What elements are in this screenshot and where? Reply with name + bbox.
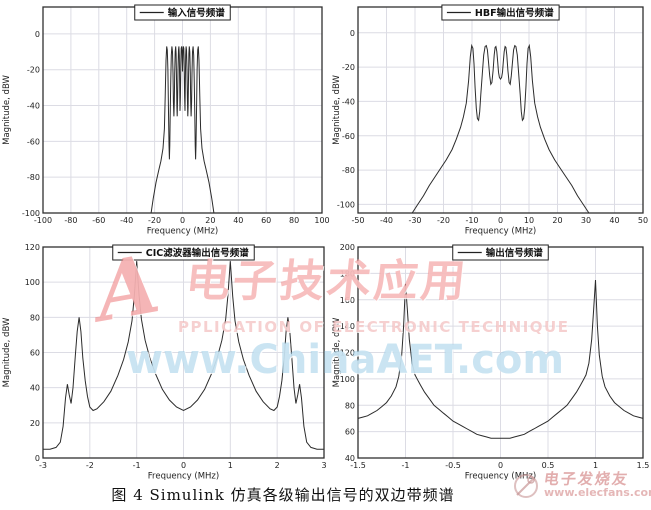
svg-text:-1: -1 bbox=[402, 461, 410, 470]
svg-text:Magnitude, dBW: Magnitude, dBW bbox=[332, 317, 342, 387]
svg-text:-0.5: -0.5 bbox=[445, 461, 461, 470]
svg-text:40: 40 bbox=[233, 216, 243, 225]
svg-text:-1: -1 bbox=[133, 461, 141, 470]
svg-text:30: 30 bbox=[581, 216, 591, 225]
svg-text:3: 3 bbox=[321, 461, 326, 470]
svg-text:-1.5: -1.5 bbox=[350, 461, 366, 470]
svg-text:80: 80 bbox=[30, 313, 40, 322]
svg-text:1: 1 bbox=[593, 461, 598, 470]
svg-text:40: 40 bbox=[345, 454, 355, 463]
svg-text:Frequency (MHz): Frequency (MHz) bbox=[465, 472, 536, 481]
svg-text:80: 80 bbox=[345, 401, 355, 410]
svg-text:20: 20 bbox=[552, 216, 562, 225]
svg-text:200: 200 bbox=[340, 243, 355, 252]
svg-text:60: 60 bbox=[30, 349, 40, 358]
svg-text:输出信号频谱: 输出信号频谱 bbox=[486, 247, 544, 259]
svg-text:-20: -20 bbox=[27, 66, 40, 75]
svg-text:60: 60 bbox=[261, 216, 271, 225]
svg-text:-60: -60 bbox=[342, 132, 355, 141]
svg-text:0: 0 bbox=[350, 29, 355, 38]
svg-text:40: 40 bbox=[30, 384, 40, 393]
svg-text:0: 0 bbox=[35, 30, 40, 39]
svg-text:-20: -20 bbox=[437, 216, 450, 225]
svg-text:-60: -60 bbox=[92, 216, 105, 225]
svg-text:HBF输出信号频谱: HBF输出信号频谱 bbox=[475, 7, 554, 19]
subplot-input-signal-spectrum: -100 -80 -60 -40 -20 0 20 40 60 80 100 -100 -80 -60 -4… bbox=[0, 0, 330, 240]
svg-text:-40: -40 bbox=[342, 97, 355, 106]
svg-text:-60: -60 bbox=[27, 137, 40, 146]
svg-text:100: 100 bbox=[25, 278, 40, 287]
svg-text:60: 60 bbox=[345, 428, 355, 437]
svg-text:0: 0 bbox=[498, 216, 503, 225]
svg-text:0: 0 bbox=[181, 461, 186, 470]
svg-text:0: 0 bbox=[498, 461, 503, 470]
svg-text:-40: -40 bbox=[120, 216, 133, 225]
svg-text:80: 80 bbox=[289, 216, 299, 225]
figure-caption: 图 4 Simulink 仿真各级输出信号的双边带频谱 bbox=[111, 486, 455, 504]
svg-text:180: 180 bbox=[340, 269, 355, 278]
svg-text:100: 100 bbox=[340, 375, 355, 384]
svg-text:-80: -80 bbox=[342, 166, 355, 175]
svg-text:-100: -100 bbox=[34, 216, 52, 225]
svg-text:-80: -80 bbox=[64, 216, 77, 225]
svg-text:120: 120 bbox=[25, 243, 40, 252]
svg-text:-100: -100 bbox=[337, 200, 355, 209]
svg-text:-40: -40 bbox=[27, 102, 40, 111]
svg-text:1: 1 bbox=[228, 461, 233, 470]
svg-text:2: 2 bbox=[275, 461, 280, 470]
svg-text:-100: -100 bbox=[22, 209, 40, 218]
subplot-hbf-output-spectrum: -50 -40 -30 -20 -10 0 10 20 30 40 50 -100 -80 -60 -40-… bbox=[330, 0, 651, 240]
svg-text:Frequency (MHz): Frequency (MHz) bbox=[465, 227, 536, 237]
svg-text:-10: -10 bbox=[465, 216, 478, 225]
svg-text:40: 40 bbox=[609, 216, 619, 225]
svg-text:120: 120 bbox=[340, 349, 355, 358]
svg-text:0: 0 bbox=[35, 454, 40, 463]
svg-text:160: 160 bbox=[340, 296, 355, 305]
svg-text:100: 100 bbox=[314, 216, 329, 225]
svg-text:50: 50 bbox=[638, 216, 648, 225]
svg-text:140: 140 bbox=[340, 322, 355, 331]
svg-text:-50: -50 bbox=[351, 216, 364, 225]
svg-text:10: 10 bbox=[524, 216, 534, 225]
svg-text:-80: -80 bbox=[27, 173, 40, 182]
svg-text:输入信号频谱: 输入信号频谱 bbox=[168, 7, 226, 19]
svg-text:0.5: 0.5 bbox=[542, 461, 555, 470]
svg-text:-20: -20 bbox=[148, 216, 161, 225]
svg-text:Magnitude, dBW: Magnitude, dBW bbox=[2, 317, 12, 387]
subplot-cic-output-spectrum: -3 -2 -1 0 1 2 3 0 20 40 60 80 100 120 Frequency (MHz)… bbox=[0, 240, 330, 480]
svg-text:-2: -2 bbox=[86, 461, 94, 470]
svg-text:-40: -40 bbox=[380, 216, 393, 225]
svg-text:-30: -30 bbox=[408, 216, 421, 225]
subplot-output-signal-spectrum: -1.5 -1 -0.5 0 0.5 1 1.5 40 60 80 100 120 140 160 180 2… bbox=[330, 240, 651, 480]
svg-text:Frequency (MHz): Frequency (MHz) bbox=[148, 472, 219, 481]
svg-text:20: 20 bbox=[30, 419, 40, 428]
svg-text:20: 20 bbox=[205, 216, 215, 225]
svg-text:0: 0 bbox=[180, 216, 185, 225]
svg-text:1.5: 1.5 bbox=[637, 461, 650, 470]
svg-text:Magnitude, dBW: Magnitude, dBW bbox=[332, 75, 342, 145]
svg-text:Frequency (MHz): Frequency (MHz) bbox=[147, 227, 218, 237]
svg-text:-20: -20 bbox=[342, 63, 355, 72]
svg-text:Magnitude, dBW: Magnitude, dBW bbox=[2, 75, 12, 145]
svg-text:-3: -3 bbox=[39, 461, 47, 470]
svg-text:CIC滤波器输出信号频谱: CIC滤波器输出信号频谱 bbox=[146, 247, 249, 259]
